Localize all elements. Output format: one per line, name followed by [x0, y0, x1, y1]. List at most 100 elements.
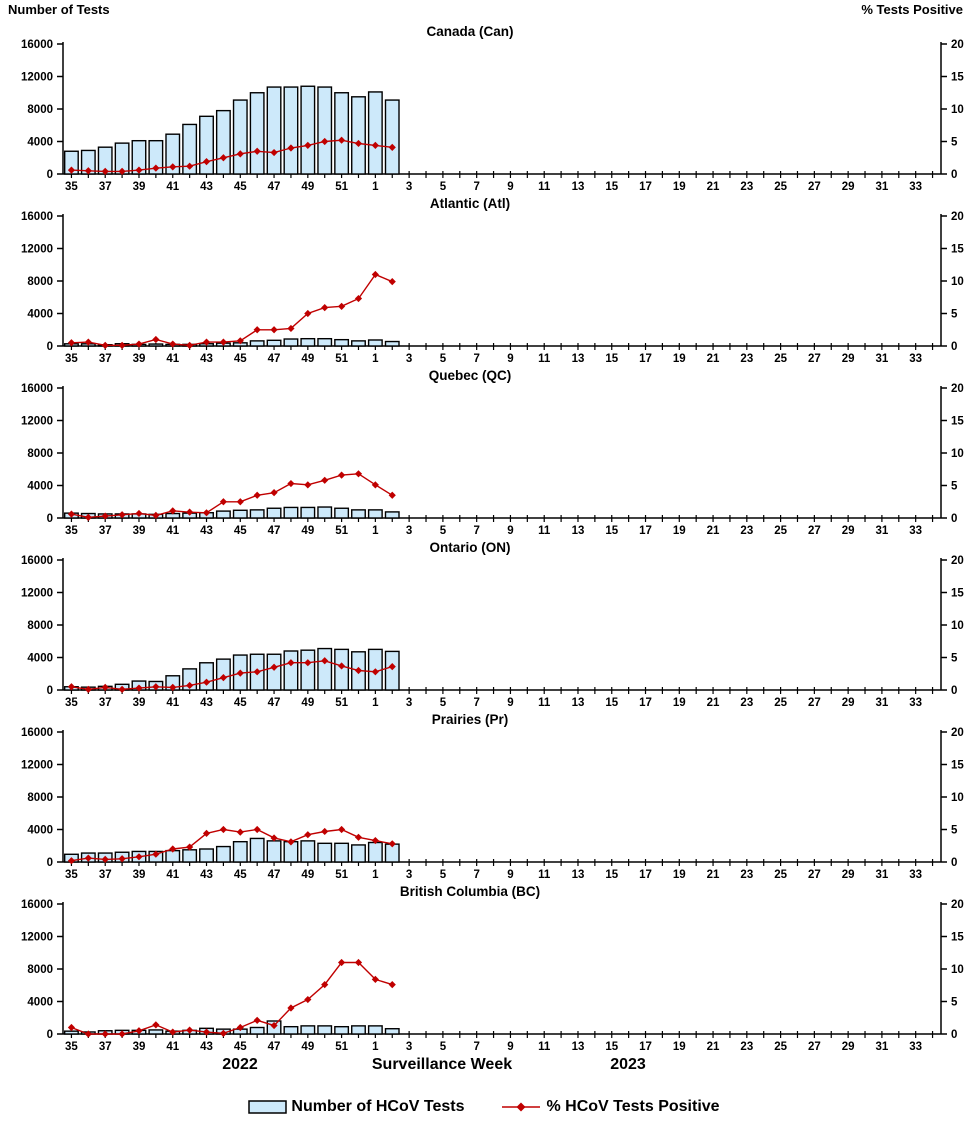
- x-tick-label: 3: [406, 525, 412, 536]
- legend-line-marker-icon: [502, 1102, 541, 1112]
- pct-marker-week-50: [321, 304, 329, 312]
- pct-marker-week-35: [67, 510, 76, 518]
- x-tick-label: 3: [406, 1041, 412, 1052]
- bar-week-52: [351, 340, 366, 347]
- x-tick-label: 35: [65, 525, 78, 536]
- x-tick-label: 51: [335, 181, 348, 192]
- left-tick-label: 4000: [27, 481, 53, 493]
- bar-week-51: [334, 1025, 350, 1035]
- x-tick-label: 29: [842, 1041, 855, 1052]
- pct-marker-week-38: [118, 511, 126, 519]
- left-tick-label: 8000: [27, 448, 53, 460]
- x-tick-label: 29: [842, 525, 855, 536]
- x-tick-label: 39: [133, 525, 146, 536]
- x-tick-label: 9: [507, 525, 513, 536]
- x-tick-label: 1: [372, 697, 379, 708]
- left-tick-label: 12000: [21, 588, 53, 600]
- x-tick-label: 43: [200, 869, 213, 880]
- pct-marker-week-42: [186, 843, 194, 851]
- left-tick-label: 16000: [21, 211, 53, 223]
- right-tick-label: 10: [951, 964, 964, 976]
- axes: [57, 386, 947, 522]
- x-tick-label: 47: [268, 353, 281, 364]
- x-tick-label: 13: [572, 869, 585, 880]
- x-tick-label: 33: [909, 181, 922, 192]
- x-tick-label: 5: [440, 1041, 447, 1052]
- panel-title: Ontario (ON): [430, 540, 511, 555]
- x-tick-label: 49: [301, 697, 314, 708]
- left-tick-label: 0: [47, 169, 53, 181]
- right-tick-label: 0: [951, 169, 957, 181]
- x-tick-label: 11: [538, 525, 551, 536]
- pct-marker-week-52: [354, 833, 363, 841]
- pct-marker-week-46: [253, 491, 261, 499]
- pct-marker-week-44: [219, 1029, 228, 1037]
- pct-marker-week-49: [304, 309, 312, 318]
- pct-marker-week-43: [202, 678, 211, 686]
- x-tick-label: 37: [99, 869, 112, 880]
- bar-week-48: [283, 86, 299, 175]
- pct-marker-week-40: [152, 335, 160, 344]
- pct-marker-week-52: [354, 958, 363, 967]
- axis-headers: Number of Tests % Tests Positive: [0, 0, 967, 20]
- bar-week-48: [283, 650, 299, 691]
- left-tick-label: 12000: [21, 932, 53, 944]
- x-tick-label: 29: [842, 353, 855, 364]
- pct-marker-week-49: [304, 481, 312, 489]
- x-tick-label: 39: [133, 353, 146, 364]
- x-tick-label: 37: [99, 697, 112, 708]
- left-tick-label: 4000: [27, 825, 53, 837]
- chart-legend: Number of HCoV Tests % HCoV Tests Positi…: [0, 1084, 967, 1130]
- pct-marker-week-35: [67, 683, 76, 691]
- x-tick-label: 35: [65, 869, 78, 880]
- x-tick-label: 31: [876, 353, 889, 364]
- pct-marker-week-2: [388, 981, 396, 989]
- left-tick-label: 16000: [21, 383, 53, 395]
- x-tick-label: 35: [65, 1041, 78, 1052]
- axes: [57, 902, 947, 1038]
- x-tick-label: 49: [301, 869, 314, 880]
- pct-marker-week-47: [270, 489, 278, 497]
- pct-marker-week-51: [337, 136, 346, 144]
- right-tick-label: 15: [951, 932, 964, 944]
- x-tick-label: 1: [372, 1041, 379, 1052]
- bar-week-49: [300, 506, 316, 519]
- x-tick-label: 37: [99, 181, 112, 192]
- x-tick-label: 1: [372, 525, 379, 536]
- right-tick-label: 15: [951, 72, 964, 84]
- pct-marker-week-37: [101, 341, 109, 349]
- x-tick-label: 11: [538, 869, 551, 880]
- x-tick-label: 19: [673, 697, 686, 708]
- pct-marker-week-1: [371, 270, 379, 279]
- x-tick-label: 21: [707, 1041, 720, 1052]
- x-tick-label: 39: [133, 181, 146, 192]
- pct-marker-week-35: [67, 339, 76, 347]
- right-tick-label: 20: [951, 899, 964, 911]
- pct-marker-week-44: [219, 154, 228, 162]
- pct-marker-week-40: [152, 1021, 160, 1029]
- pct-marker-week-38: [118, 855, 126, 863]
- pct-marker-week-44: [219, 498, 228, 506]
- x-tick-label: 15: [605, 869, 618, 880]
- x-tick-label: 19: [673, 353, 686, 364]
- bar-week-39: [131, 139, 147, 175]
- x-tick-label: 45: [234, 697, 247, 708]
- bar-week-52: [351, 1025, 366, 1035]
- pct-marker-week-47: [270, 148, 278, 157]
- chart-panel-british-columbia-bc: British Columbia (BC) 0 4000 8000 12000 16000…: [21, 884, 964, 1052]
- bar-week-40: [148, 1029, 164, 1035]
- x-tick-label: 21: [707, 697, 720, 708]
- x-tick-label: 11: [538, 353, 551, 364]
- bar-week-1: [367, 1025, 383, 1035]
- x-tick-label: 49: [301, 353, 314, 364]
- x-tick-label: 3: [406, 181, 412, 192]
- bar-week-47: [266, 86, 282, 175]
- x-tick-label: 13: [572, 525, 585, 536]
- bar-week-49: [300, 840, 316, 863]
- x-tick-label: 25: [774, 181, 787, 192]
- x-tick-label: 35: [65, 697, 78, 708]
- pct-marker-week-39: [135, 684, 143, 692]
- pct-marker-week-49: [304, 141, 312, 149]
- pct-marker-week-47: [270, 663, 278, 671]
- pct-marker-week-39: [135, 853, 143, 861]
